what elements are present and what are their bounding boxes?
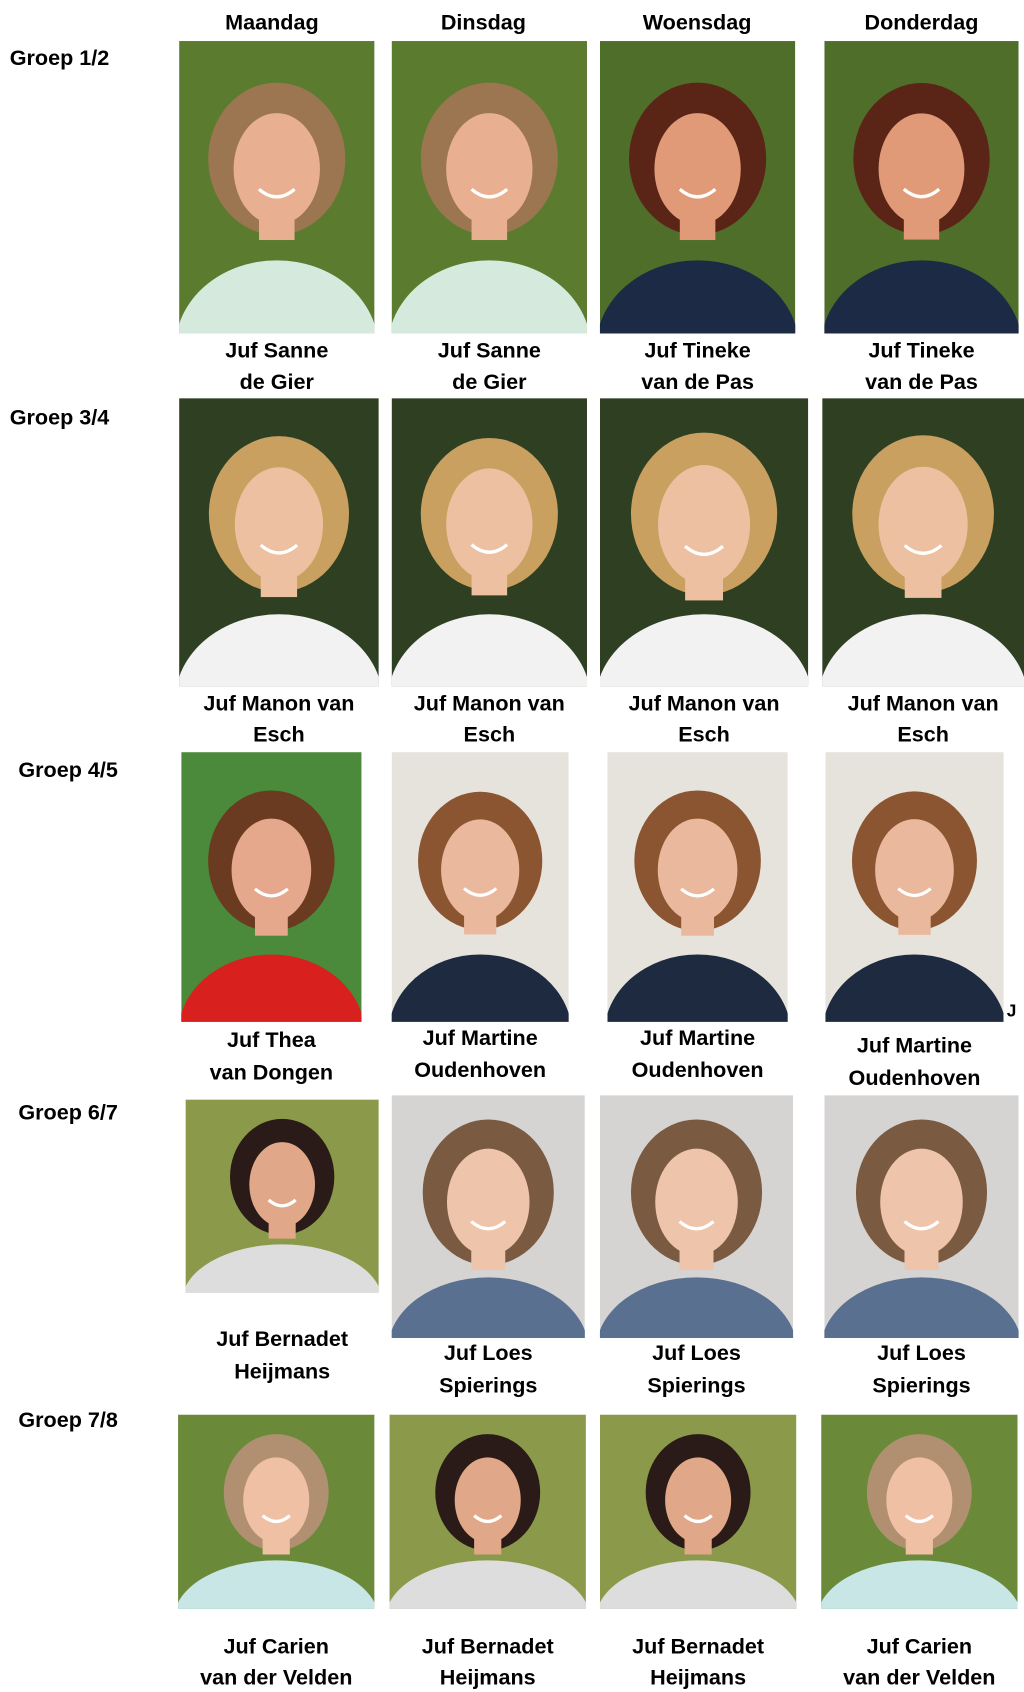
teacher-name: Juf Manon van (414, 690, 565, 715)
face (655, 1149, 738, 1256)
face (880, 1149, 963, 1256)
face (879, 467, 968, 582)
teacher-name: Spierings (647, 1372, 745, 1397)
teacher-name: Juf Bernadet (216, 1326, 348, 1351)
group-label: Groep 7/8 (18, 1407, 118, 1432)
day-header: Donderdag (865, 9, 979, 34)
teacher-name: Oudenhoven (849, 1065, 981, 1090)
teacher-name: Juf Carien (223, 1633, 329, 1658)
teacher-name: Oudenhoven (414, 1057, 546, 1082)
teacher-name: Oudenhoven (632, 1057, 764, 1082)
body (817, 1560, 1021, 1677)
face (875, 819, 954, 921)
teacher-name: Juf Sanne (225, 338, 328, 363)
teacher-name: Spierings (872, 1372, 970, 1397)
teacher-name: Juf Manon van (848, 690, 999, 715)
face (447, 1149, 530, 1256)
face (235, 467, 323, 581)
teacher-name: Heijmans (440, 1665, 536, 1690)
body (386, 1560, 590, 1677)
face (886, 1457, 952, 1542)
teacher-name: Juf Bernadet (632, 1633, 764, 1658)
face (446, 113, 532, 225)
body (596, 1560, 800, 1677)
teacher-name: Juf Martine (857, 1032, 972, 1057)
face (234, 113, 320, 225)
teacher-name: van der Velden (843, 1665, 995, 1690)
teacher-name: Juf Martine (640, 1025, 755, 1050)
teacher-name: van der Velden (200, 1665, 352, 1690)
teacher-name: Juf Tineke (868, 338, 974, 363)
teacher-name: van de Pas (865, 369, 978, 394)
face (879, 113, 965, 224)
face (455, 1457, 521, 1542)
teacher-name: Juf Loes (877, 1340, 966, 1365)
teacher-name: Juf Manon van (629, 690, 780, 715)
face (243, 1457, 309, 1542)
face (232, 819, 312, 922)
teacher-name: de Gier (240, 369, 315, 394)
teacher-name: van Dongen (210, 1059, 333, 1084)
stray-letter: J (1007, 1001, 1017, 1021)
teacher-name: Juf Sanne (438, 338, 541, 363)
face (665, 1457, 731, 1542)
teacher-name: Heijmans (234, 1358, 330, 1383)
teacher-name: Esch (897, 722, 949, 747)
group-label: Groep 6/7 (18, 1099, 118, 1124)
teacher-name: de Gier (452, 369, 527, 394)
teacher-name: Juf Loes (444, 1340, 533, 1365)
face (658, 465, 750, 584)
face (654, 113, 740, 225)
teacher-name: van de Pas (641, 369, 754, 394)
day-header: Dinsdag (441, 9, 526, 34)
teacher-name: Heijmans (650, 1665, 746, 1690)
teacher-name: Juf Loes (652, 1340, 741, 1365)
teacher-name: Juf Manon van (203, 690, 354, 715)
group-label: Groep 3/4 (10, 404, 110, 429)
photo (822, 752, 1007, 1116)
teacher-name: Juf Carien (867, 1633, 973, 1658)
photo (182, 1100, 383, 1361)
teacher-name: Juf Tineke (644, 338, 750, 363)
page: Maandag Dinsdag Woensdag Donderdag Groep 1/2… (0, 0, 1024, 1692)
face (441, 819, 519, 920)
teacher-name: Juf Bernadet (422, 1633, 554, 1658)
teacher-name: Esch (464, 722, 516, 747)
teacher-name: Juf Martine (423, 1025, 538, 1050)
face (249, 1142, 315, 1227)
schedule: Maandag Dinsdag Woensdag Donderdag Groep 1/2… (0, 0, 1024, 1692)
teacher-name: Esch (678, 722, 730, 747)
group-label: Groep 4/5 (18, 757, 118, 782)
teacher-name: Juf Thea (227, 1027, 317, 1052)
face (658, 819, 738, 922)
group-label: Groep 1/2 (10, 45, 110, 70)
body (174, 1560, 378, 1677)
face (446, 468, 532, 580)
teacher-name: Spierings (439, 1372, 537, 1397)
day-header: Woensdag (643, 9, 752, 34)
day-header: Maandag (225, 9, 319, 34)
teacher-name: Esch (253, 722, 305, 747)
